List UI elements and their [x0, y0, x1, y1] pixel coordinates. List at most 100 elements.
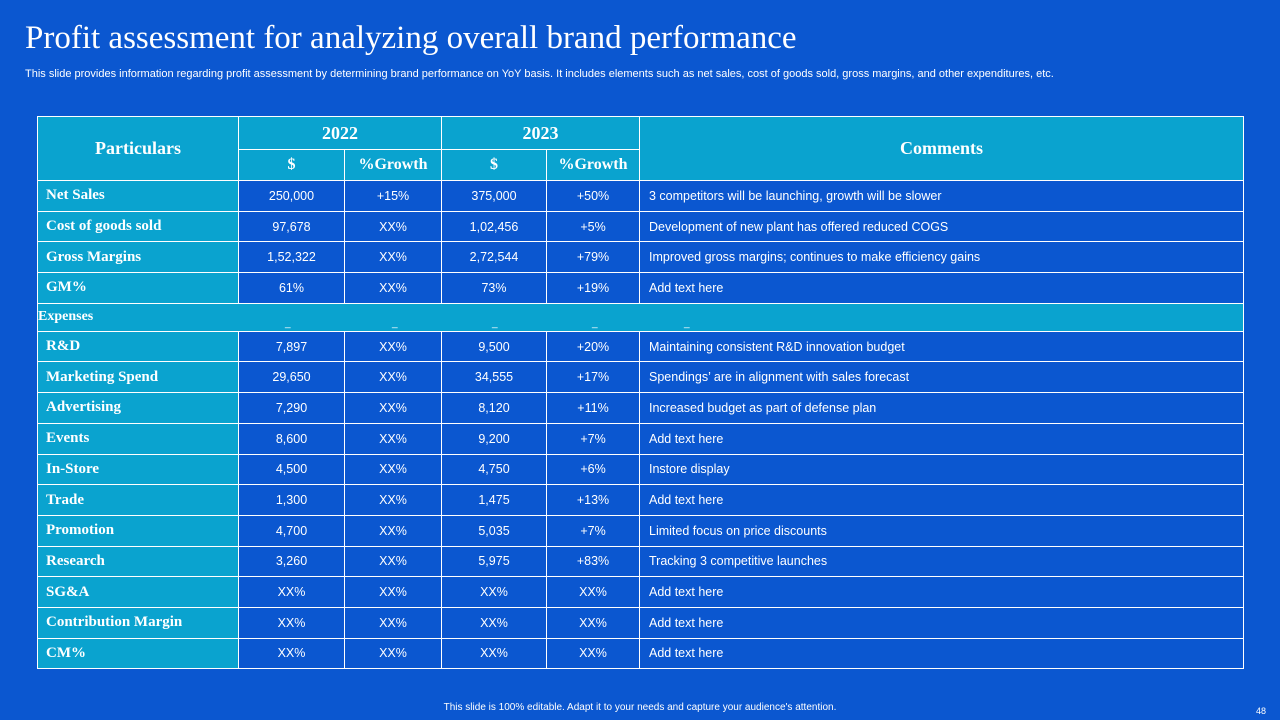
table-row: Net Sales 250,000 +15% 375,000 +50% 3 competi…	[37, 180, 1244, 212]
value-2023: 73%	[441, 272, 547, 304]
value-2023: XX%	[441, 606, 547, 639]
header-growth-2023: %Growth	[546, 149, 640, 181]
value-2023: 375,000	[441, 180, 547, 212]
growth-2022: XX%	[344, 606, 442, 639]
header-year-2022: 2022	[238, 116, 442, 150]
row-label: Promotion	[37, 514, 239, 547]
row-label: GM%	[37, 272, 239, 304]
growth-2022: XX%	[344, 272, 442, 304]
table-row: Research 3,260 XX% 5,975 +83% Tracking 3 comp…	[37, 545, 1244, 578]
row-label: CM%	[37, 637, 239, 670]
table-row: Advertising 7,290 XX% 8,120 +11% Increased bu…	[37, 392, 1244, 424]
comment-cell: Tracking 3 competitive launches	[639, 545, 1244, 578]
row-label: In-Store	[37, 453, 239, 486]
table-body-top: Net Sales 250,000 +15% 375,000 +50% 3 competi…	[37, 180, 1244, 304]
value-2022: XX%	[238, 576, 345, 608]
value-2023: 8,120	[441, 392, 547, 424]
comment-cell: Limited focus on price discounts	[639, 514, 1244, 547]
row-label: Advertising	[37, 392, 239, 424]
value-2022: 97,678	[238, 210, 345, 243]
expenses-label: Expenses	[37, 302, 1244, 332]
expenses-dash: _	[285, 318, 291, 329]
growth-2023: +7%	[546, 422, 640, 455]
growth-2022: XX%	[344, 210, 442, 243]
row-label: Events	[37, 422, 239, 455]
table-body-bottom: R&D 7,897 XX% 9,500 +20% Maintaining consiste…	[37, 330, 1244, 670]
table-row: Promotion 4,700 XX% 5,035 +7% Limited focus o…	[37, 514, 1244, 547]
value-2022: 29,650	[238, 361, 345, 394]
value-2023: 2,72,544	[441, 241, 547, 274]
value-2023: 5,035	[441, 514, 547, 547]
value-2022: 4,700	[238, 514, 345, 547]
table-row: Contribution Margin XX% XX% XX% XX% Add text …	[37, 606, 1244, 639]
row-label: Trade	[37, 484, 239, 516]
growth-2023: +13%	[546, 484, 640, 516]
value-2023: XX%	[441, 576, 547, 608]
row-label: Cost of goods sold	[37, 210, 239, 243]
comment-cell: Maintaining consistent R&D innovation bu…	[639, 330, 1244, 363]
value-2022: XX%	[238, 637, 345, 670]
header-year-2023: 2023	[441, 116, 640, 150]
comment-cell: Add text here	[639, 422, 1244, 455]
value-2022: 1,300	[238, 484, 345, 516]
comment-cell: Increased budget as part of defense plan	[639, 392, 1244, 424]
expenses-dash: _	[492, 318, 498, 329]
growth-2023: +79%	[546, 241, 640, 274]
value-2022: 7,290	[238, 392, 345, 424]
growth-2023: +6%	[546, 453, 640, 486]
value-2023: 9,500	[441, 330, 547, 363]
growth-2023: +83%	[546, 545, 640, 578]
header-comments: Comments	[639, 116, 1244, 181]
value-2023: 9,200	[441, 422, 547, 455]
table-row: In-Store 4,500 XX% 4,750 +6% Instore display	[37, 453, 1244, 486]
growth-2023: +7%	[546, 514, 640, 547]
table-row: Marketing Spend 29,650 XX% 34,555 +17% Spendi…	[37, 361, 1244, 394]
comment-cell: Add text here	[639, 484, 1244, 516]
value-2022: XX%	[238, 606, 345, 639]
growth-2022: XX%	[344, 241, 442, 274]
table-row: Trade 1,300 XX% 1,475 +13% Add text here	[37, 484, 1244, 516]
growth-2022: XX%	[344, 514, 442, 547]
growth-2023: +50%	[546, 180, 640, 212]
growth-2023: +20%	[546, 330, 640, 363]
comment-cell: Add text here	[639, 576, 1244, 608]
growth-2022: XX%	[344, 422, 442, 455]
table-row: Cost of goods sold 97,678 XX% 1,02,456 +5% De…	[37, 210, 1244, 243]
growth-2022: XX%	[344, 545, 442, 578]
header-particulars: Particulars	[37, 116, 239, 181]
expenses-dash: _	[684, 318, 690, 329]
table-row: CM% XX% XX% XX% XX% Add text here	[37, 637, 1244, 670]
page-number: 48	[1255, 706, 1266, 716]
value-2023: 34,555	[441, 361, 547, 394]
growth-2023: XX%	[546, 606, 640, 639]
comment-cell: Instore display	[639, 453, 1244, 486]
slide-subtitle: This slide provides information regardin…	[25, 68, 1054, 80]
expenses-section: Expenses	[37, 302, 1244, 332]
table-row: SG&A XX% XX% XX% XX% Add text here	[37, 576, 1244, 608]
value-2023: 1,02,456	[441, 210, 547, 243]
growth-2023: +11%	[546, 392, 640, 424]
growth-2023: +19%	[546, 272, 640, 304]
expenses-row: Expenses	[37, 302, 1244, 332]
table-row: Gross Margins 1,52,322 XX% 2,72,544 +79% Impr…	[37, 241, 1244, 274]
comment-cell: Improved gross margins; continues to mak…	[639, 241, 1244, 274]
row-label: Gross Margins	[37, 241, 239, 274]
expenses-dash: _	[392, 318, 398, 329]
value-2022: 3,260	[238, 545, 345, 578]
expenses-dash: _	[592, 318, 598, 329]
header-growth-2022: %Growth	[344, 149, 442, 181]
comment-cell: Add text here	[639, 272, 1244, 304]
value-2022: 61%	[238, 272, 345, 304]
value-2023: 1,475	[441, 484, 547, 516]
comment-cell: Add text here	[639, 606, 1244, 639]
growth-2023: XX%	[546, 637, 640, 670]
growth-2022: XX%	[344, 576, 442, 608]
growth-2022: XX%	[344, 361, 442, 394]
value-2023: 4,750	[441, 453, 547, 486]
growth-2023: +5%	[546, 210, 640, 243]
comment-cell: Development of new plant has offered red…	[639, 210, 1244, 243]
table-row: R&D 7,897 XX% 9,500 +20% Maintaining consiste…	[37, 330, 1244, 363]
value-2022: 4,500	[238, 453, 345, 486]
value-2022: 8,600	[238, 422, 345, 455]
growth-2023: +17%	[546, 361, 640, 394]
